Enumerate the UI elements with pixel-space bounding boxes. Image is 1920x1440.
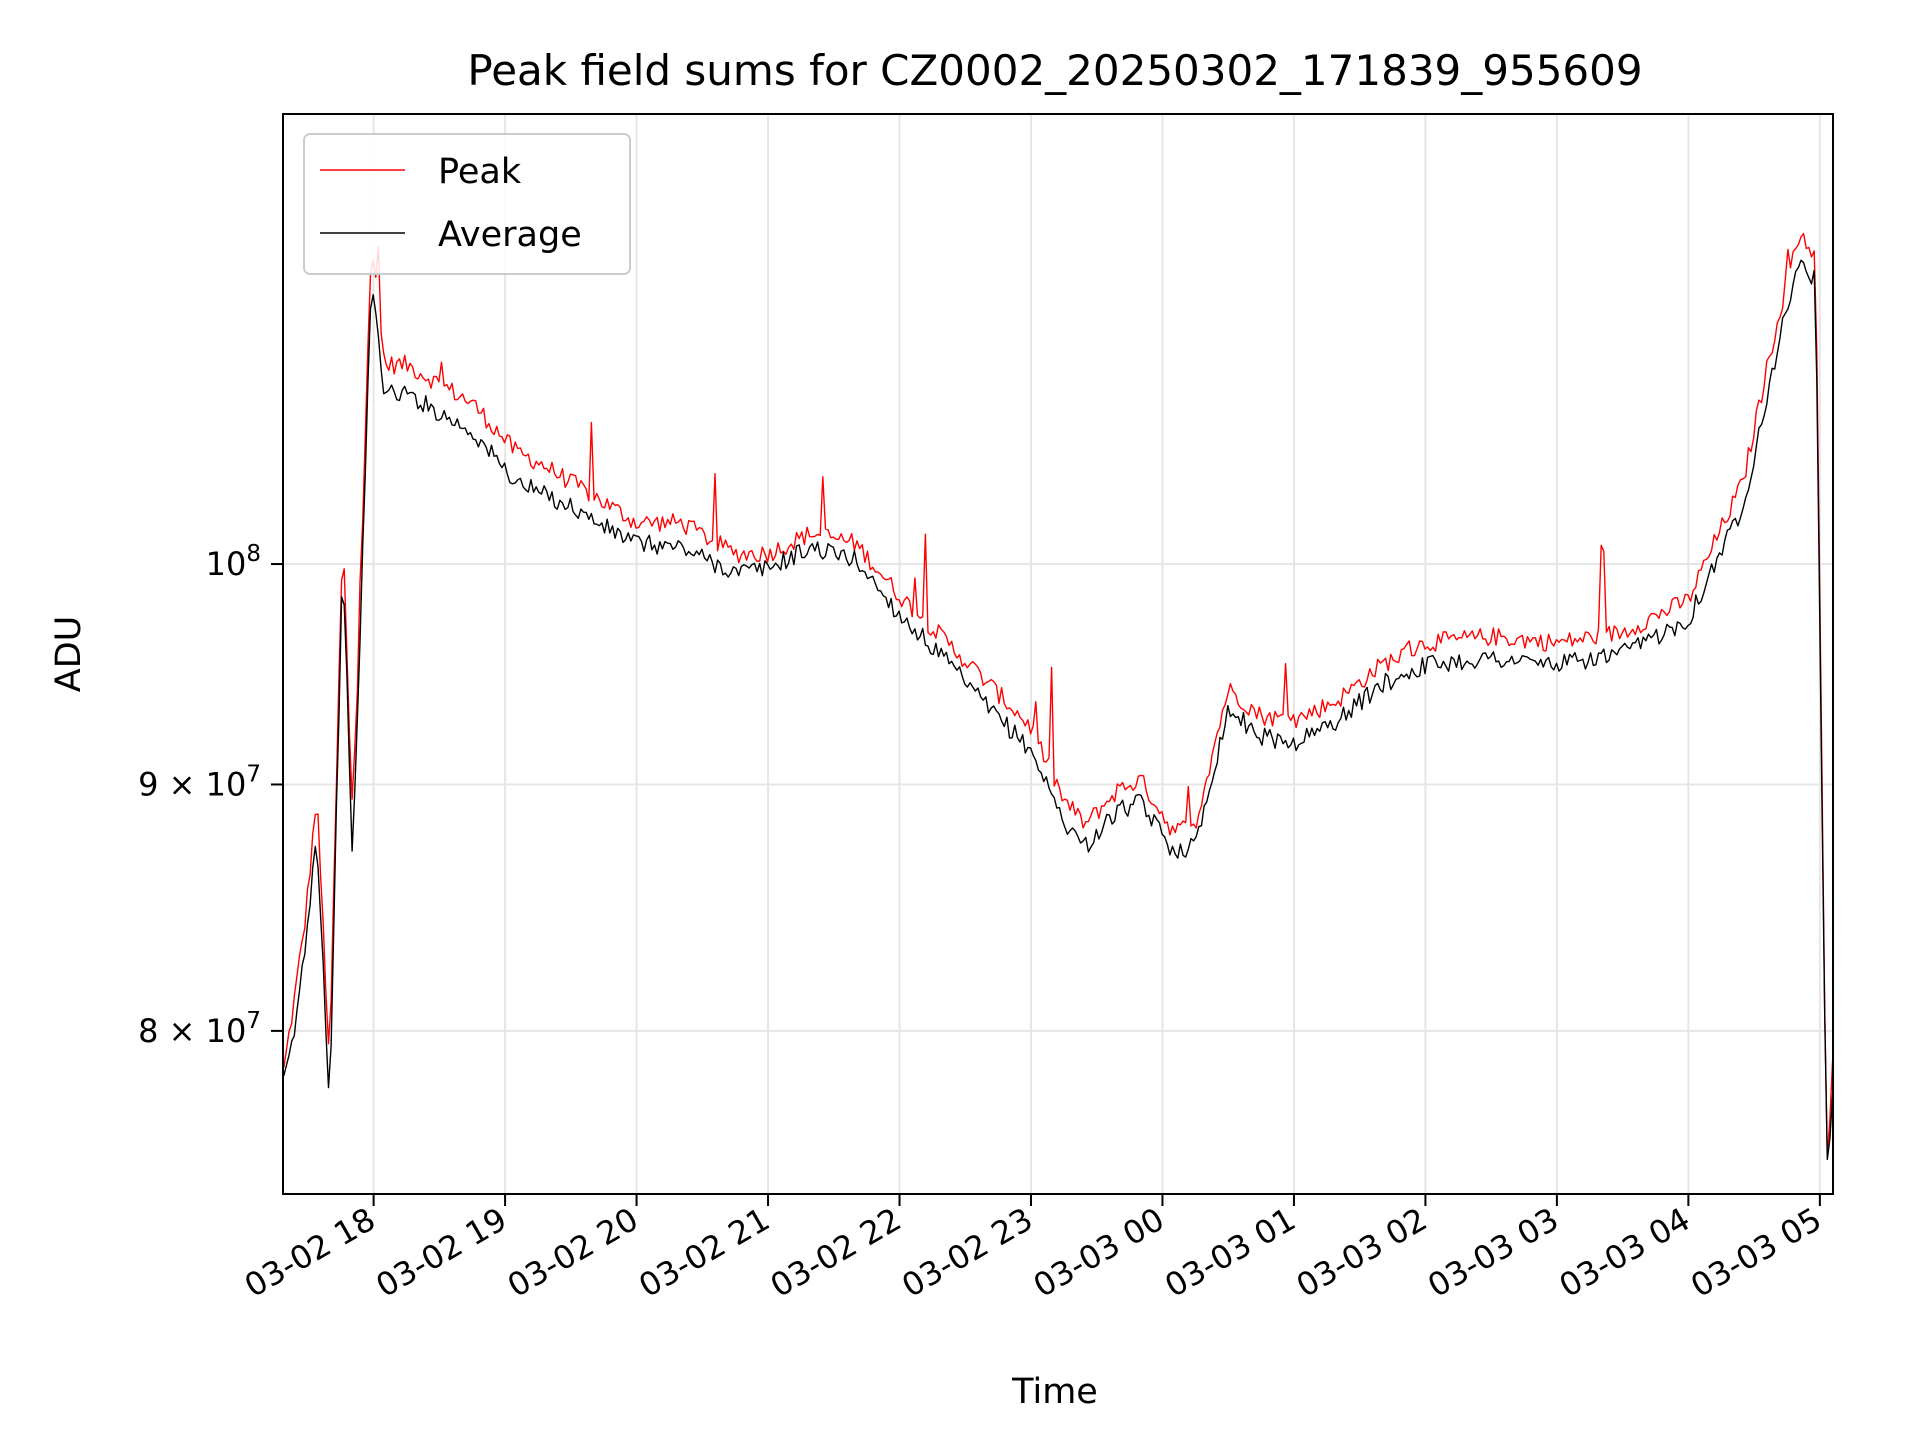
- legend: Peak Average: [303, 133, 631, 275]
- series-line-peak: [283, 232, 1834, 1158]
- series-lines: [283, 232, 1834, 1161]
- y-tick-label: 8 × 107: [138, 1008, 261, 1050]
- y-axis: 8 × 107 9 × 107 108: [138, 541, 283, 1050]
- legend-box: [303, 133, 631, 275]
- y-tick-label: 108: [206, 541, 261, 583]
- chart-title: Peak field sums for CZ0002_20250302_1718…: [467, 46, 1642, 95]
- x-axis-label: Time: [1011, 1372, 1098, 1412]
- legend-label-average: Average: [438, 215, 582, 255]
- y-tick-label: 9 × 107: [138, 761, 261, 803]
- y-axis-label: ADU: [49, 616, 89, 693]
- plot-frame: [282, 113, 1834, 1195]
- legend-label-peak: Peak: [438, 152, 522, 192]
- series-line-average: [283, 259, 1834, 1161]
